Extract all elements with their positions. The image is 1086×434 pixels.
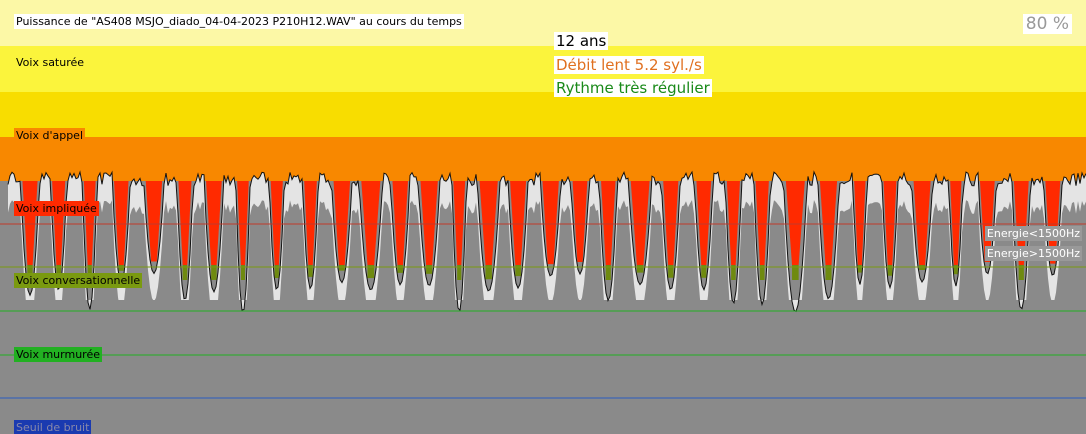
energy-inner xyxy=(8,200,1086,434)
energy-low-conv xyxy=(56,265,61,278)
energy-low xyxy=(979,181,995,263)
energy-low-conv xyxy=(211,265,217,280)
band-appel xyxy=(0,137,1086,181)
energy-low-conv xyxy=(118,265,124,271)
energy-low-conv xyxy=(485,265,492,280)
energy-low-conv xyxy=(731,265,736,280)
energy-low-conv xyxy=(825,265,832,280)
zone-label: Voix impliquée xyxy=(14,201,99,216)
energy-low-conv xyxy=(857,265,862,273)
energy-low xyxy=(145,181,163,262)
energy-low xyxy=(572,181,588,263)
zone-label: Voix conversationnelle xyxy=(14,273,143,288)
energy-low xyxy=(755,181,769,265)
band-gold xyxy=(0,92,1086,137)
energy-low xyxy=(206,181,222,265)
energy-low-conv xyxy=(457,265,462,280)
energy-low xyxy=(696,181,712,265)
energy-low xyxy=(785,181,805,265)
energy-low xyxy=(630,181,650,265)
band-saturee xyxy=(0,46,1086,92)
zone-label: Seuil de bruit xyxy=(14,420,92,434)
energy-low-conv xyxy=(887,265,893,276)
energy-low xyxy=(392,181,409,265)
zone-label: Voix murmurée xyxy=(14,347,102,362)
energy-low xyxy=(304,181,317,265)
title: Puissance de "AS408 MSJO_diado_04-04-202… xyxy=(14,14,464,29)
energy-low-conv xyxy=(308,265,313,277)
energy-low xyxy=(726,181,740,265)
energy-low-conv xyxy=(1018,265,1024,280)
legend-entry: Energie<1500Hz xyxy=(984,226,1082,241)
rate: Débit lent 5.2 syl./s xyxy=(554,56,704,74)
energy-low xyxy=(913,181,931,265)
energy-low xyxy=(510,181,527,265)
energy-low xyxy=(1045,181,1061,264)
energy-low xyxy=(601,181,616,265)
energy-low xyxy=(819,181,838,265)
energy-low-conv xyxy=(759,265,765,280)
energy-low-conv xyxy=(953,265,958,275)
energy-low xyxy=(420,181,438,265)
energy-low-conv xyxy=(397,265,403,273)
energy-low xyxy=(883,181,897,265)
energy-low-conv xyxy=(426,265,433,274)
energy-low-conv xyxy=(792,265,799,280)
energy-low-conv xyxy=(701,265,707,278)
energy-low-conv xyxy=(182,265,188,280)
energy-low xyxy=(333,181,351,265)
energy-low xyxy=(542,181,559,265)
energy-low-conv xyxy=(274,265,279,278)
percent: 80 % xyxy=(1022,14,1072,34)
energy-low xyxy=(270,181,283,265)
zone-label: Voix saturée xyxy=(16,56,85,69)
energy-low-conv xyxy=(87,265,92,280)
energy-low-conv xyxy=(240,265,245,280)
energy-low-conv xyxy=(338,265,345,271)
age: 12 ans xyxy=(554,32,609,50)
energy-low xyxy=(950,181,962,265)
energy-low xyxy=(479,181,498,265)
energy-low xyxy=(854,181,866,265)
energy-low xyxy=(663,181,679,265)
energy-low-conv xyxy=(605,265,611,280)
energy-low xyxy=(114,181,129,265)
energy-low-conv xyxy=(668,265,674,278)
energy-low-conv xyxy=(636,265,644,273)
energy-low xyxy=(361,181,381,265)
zone-label: Voix d'appel xyxy=(14,128,85,143)
energy-low xyxy=(453,181,466,265)
energy-low-conv xyxy=(919,265,926,271)
energy-low-conv xyxy=(367,265,375,279)
rhythm: Rythme très régulier xyxy=(554,79,712,97)
energy-low xyxy=(1013,181,1029,265)
legend-entry: Energie>1500Hz xyxy=(984,246,1082,261)
energy-low xyxy=(237,181,249,265)
energy-low xyxy=(178,181,192,265)
envelope-line xyxy=(7,170,1086,313)
energy-low-conv xyxy=(27,265,33,280)
energy-low-conv xyxy=(515,265,521,277)
